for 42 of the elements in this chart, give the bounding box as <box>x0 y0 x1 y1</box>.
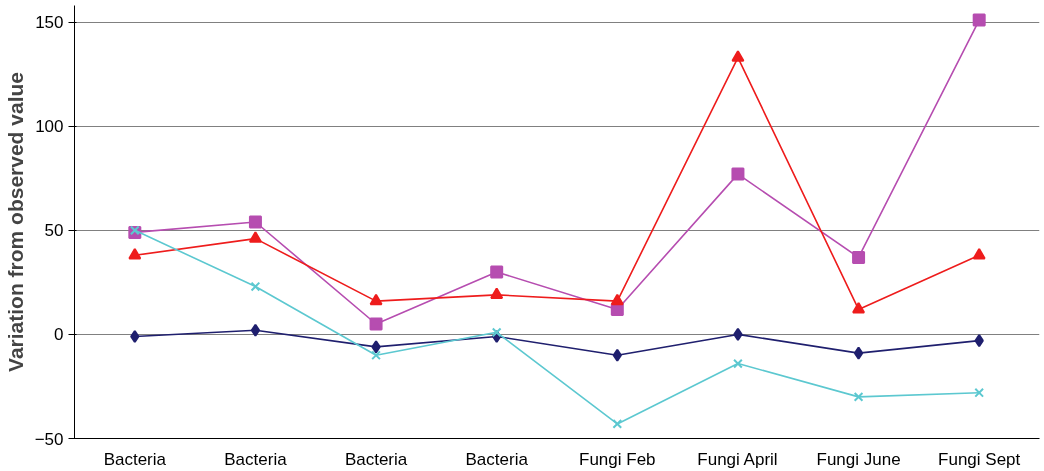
point <box>248 215 262 229</box>
point <box>853 346 864 360</box>
point <box>128 247 142 260</box>
point <box>852 250 866 264</box>
point <box>369 293 383 306</box>
y-tick-label: −50 <box>34 429 64 449</box>
y-tick-label: 150 <box>35 13 64 33</box>
point <box>974 387 985 398</box>
point <box>490 287 504 300</box>
point <box>974 334 984 348</box>
point <box>733 327 743 341</box>
x-tick-label: Fungi Sept <box>938 449 1021 469</box>
point <box>610 293 624 306</box>
point <box>371 350 381 361</box>
point <box>248 231 262 243</box>
y-tick-label: 100 <box>35 117 64 137</box>
point <box>733 358 743 369</box>
point <box>490 265 504 279</box>
point <box>731 167 745 181</box>
x-tick-label: Bacteria <box>224 449 288 469</box>
y-tick-label: 50 <box>44 221 64 241</box>
x-tick-label: Bacteria <box>465 449 529 469</box>
point <box>853 391 864 402</box>
point <box>371 340 381 354</box>
x-tick-label: Fungi April <box>697 449 778 469</box>
point <box>972 13 986 27</box>
x-tick-label: Fungi Feb <box>579 449 656 469</box>
point <box>369 317 383 331</box>
y-axis-title: Variation from observed value <box>3 72 27 372</box>
point <box>972 247 986 260</box>
point <box>731 50 745 62</box>
point <box>250 281 261 292</box>
y-tick-label: 0 <box>54 325 64 345</box>
point <box>612 419 623 429</box>
x-tick-label: Fungi June <box>816 449 901 469</box>
point <box>250 323 261 337</box>
point <box>612 348 622 362</box>
point <box>130 330 140 343</box>
point <box>852 302 866 314</box>
x-tick-label: Bacteria <box>344 449 408 469</box>
x-tick-label: Bacteria <box>103 449 167 469</box>
point <box>491 327 502 338</box>
